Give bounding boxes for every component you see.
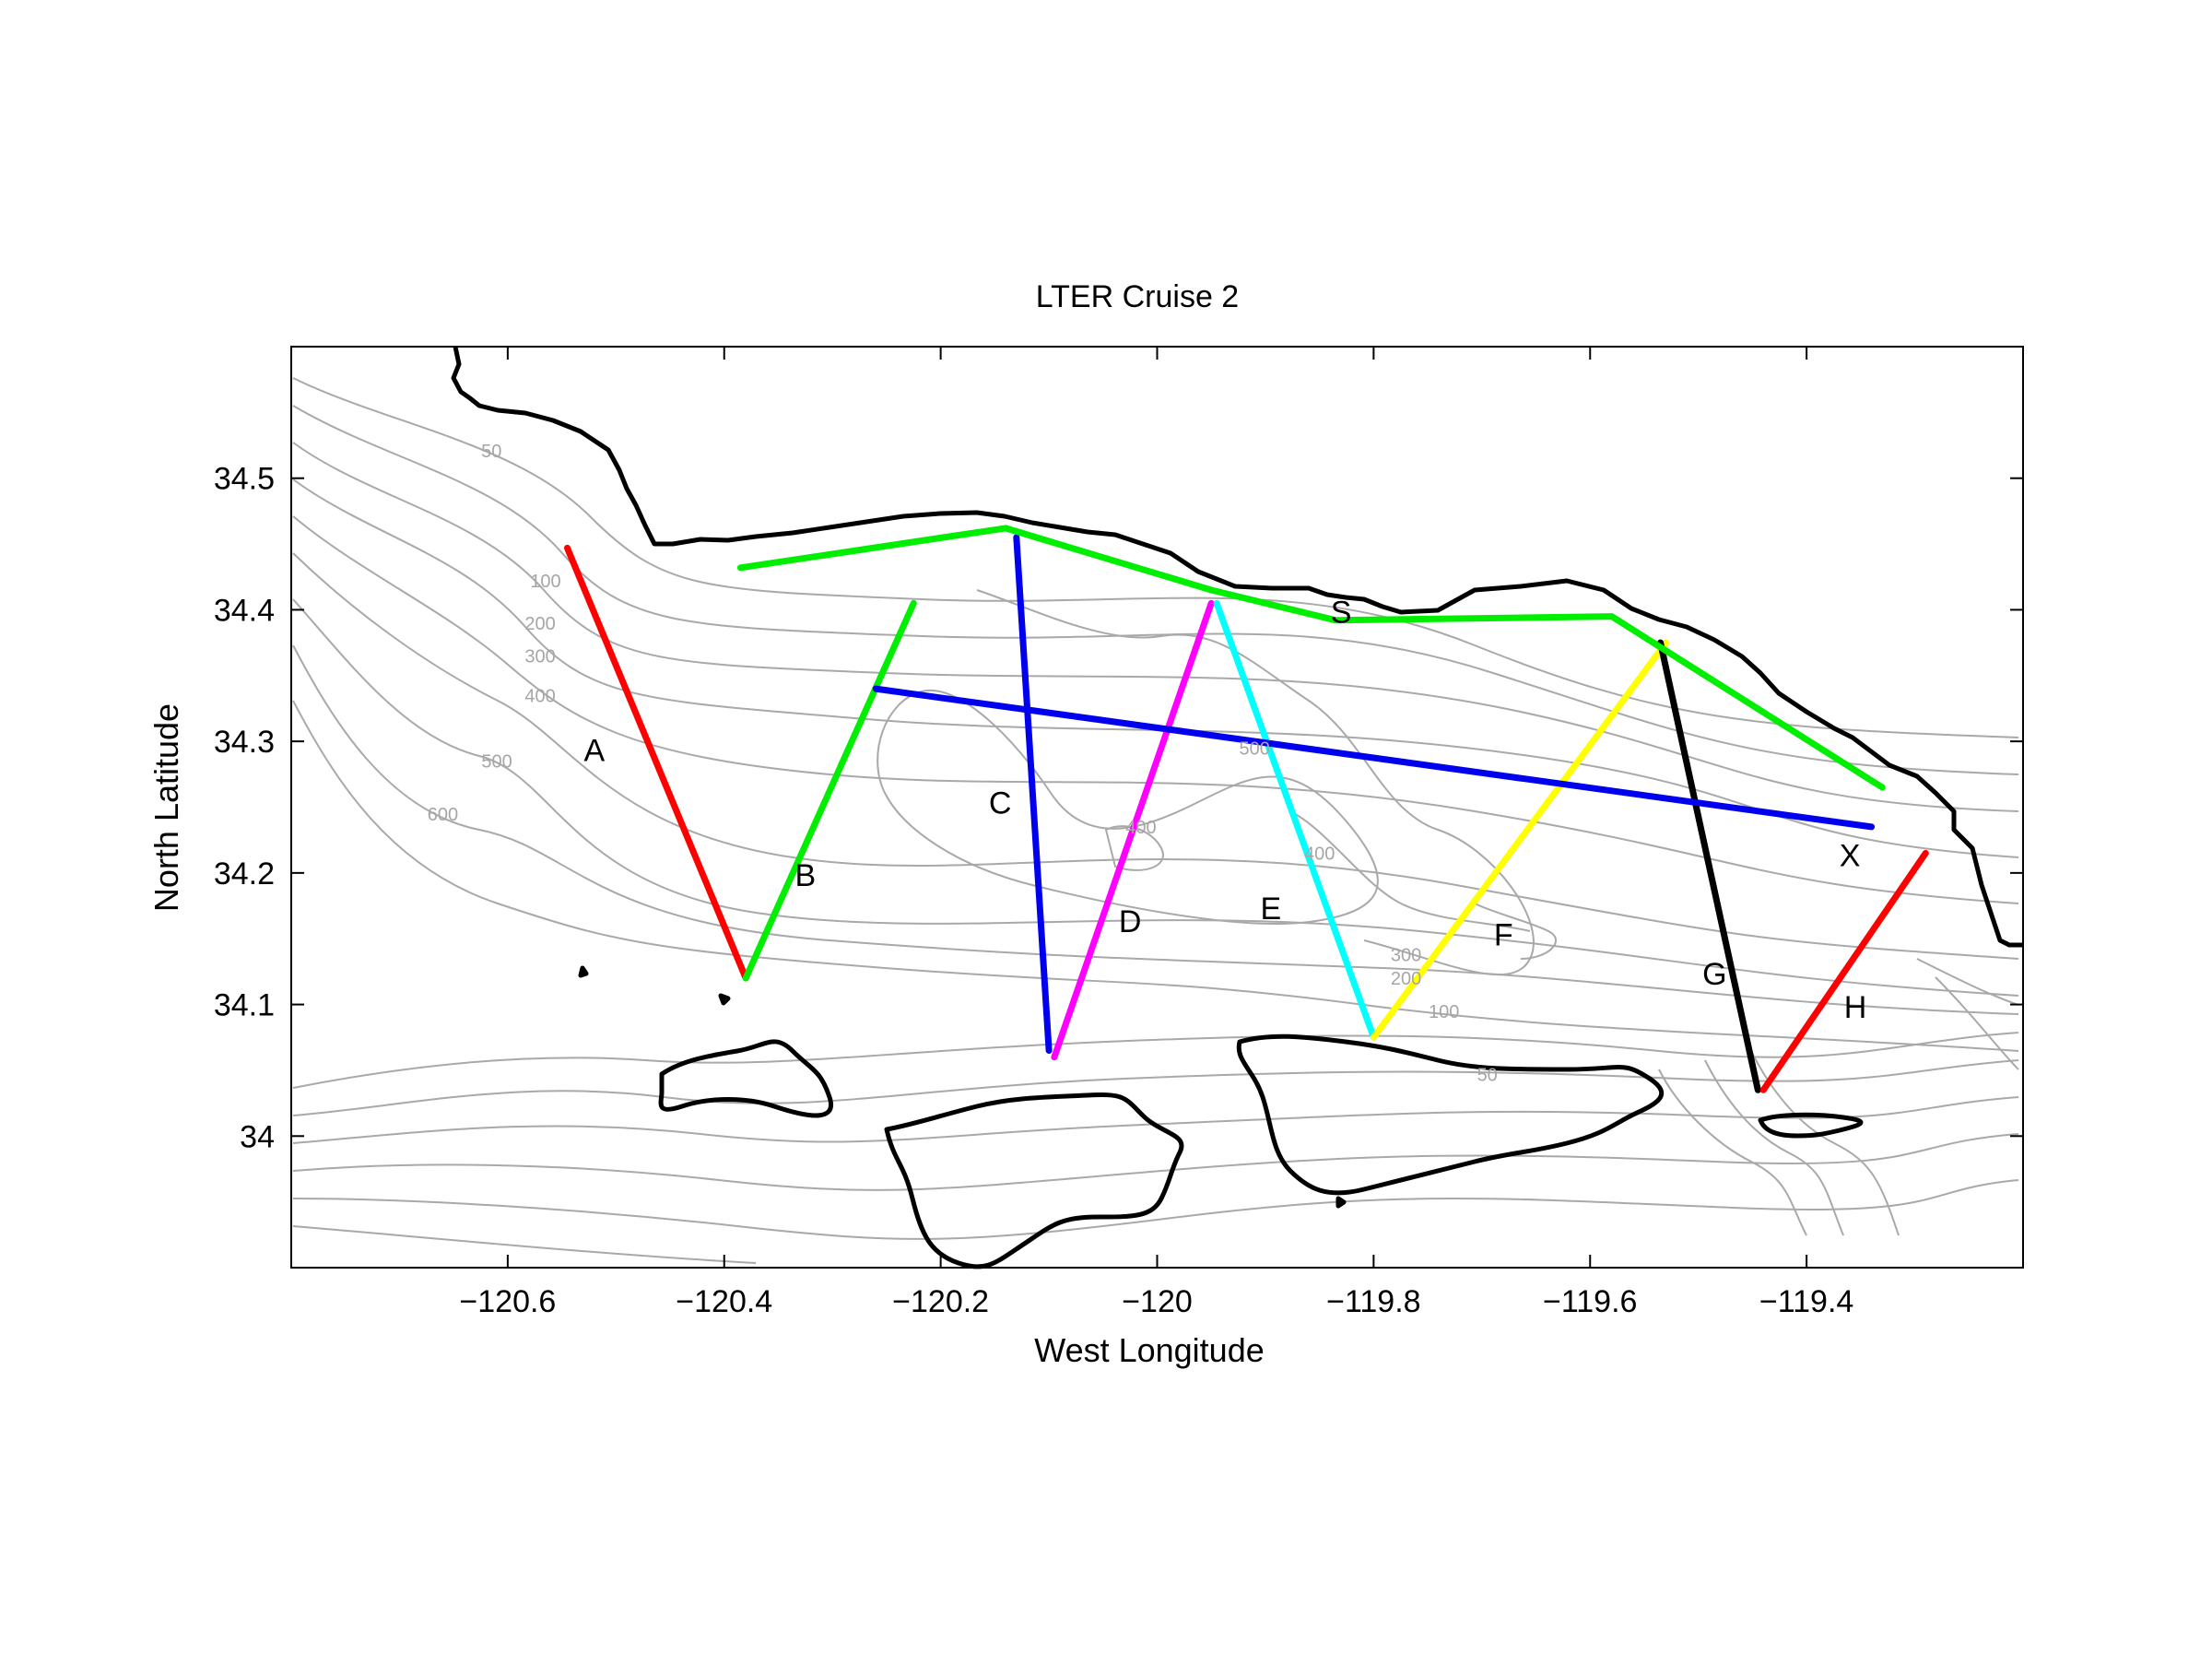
track-label-c: C xyxy=(989,786,1012,821)
y-tick-label: 34.2 xyxy=(214,856,275,892)
contour-line xyxy=(976,589,1535,976)
coastline xyxy=(451,346,2023,948)
contour-label: 100 xyxy=(1429,1002,1459,1022)
x-axis-label: West Longitude xyxy=(1034,1331,1265,1369)
contour-line xyxy=(292,1096,2019,1144)
contour-label: 400 xyxy=(1125,818,1156,838)
x-tick-label: −120.2 xyxy=(892,1284,989,1319)
contour-label: 100 xyxy=(530,572,560,592)
contour-label: 600 xyxy=(428,805,458,825)
contour-label: 500 xyxy=(1240,738,1270,759)
contour-label: 300 xyxy=(524,647,555,667)
bathymetry-contours xyxy=(292,377,2019,1264)
contour-label: 50 xyxy=(481,442,501,462)
contour-label: 200 xyxy=(524,614,555,634)
y-axis-label: North Latitude xyxy=(147,703,185,912)
track-d xyxy=(1051,599,1215,1061)
track-label-g: G xyxy=(1702,957,1726,992)
contour-line xyxy=(292,377,2019,738)
track-x xyxy=(872,685,1876,831)
track-label-x: X xyxy=(1840,839,1861,874)
y-tick-label: 34.4 xyxy=(214,593,275,628)
contour-line xyxy=(292,552,2019,960)
x-tick-label: −119.8 xyxy=(1326,1284,1420,1319)
track-h xyxy=(1759,849,1929,1093)
contour-line xyxy=(877,689,1379,925)
track-label-d: D xyxy=(1119,904,1142,939)
contour-labels: 50 100 200 300 400 500 600 500 400 300 200 100 50 400 xyxy=(428,442,1498,1085)
contour-line xyxy=(292,1032,2019,1089)
contour-line xyxy=(1474,903,1557,960)
coastline xyxy=(578,965,589,978)
track-s xyxy=(736,525,1886,791)
contour-label: 400 xyxy=(524,686,555,706)
contour-line xyxy=(292,478,2019,858)
coastline xyxy=(658,1039,834,1118)
track-label-b: B xyxy=(794,858,816,893)
contour-line xyxy=(1935,976,2019,1070)
y-axis: 34 34.1 34.2 34.3 34.4 34.5 xyxy=(214,462,2023,1154)
x-tick-label: −120 xyxy=(1122,1284,1193,1319)
x-tick-label: −120.4 xyxy=(676,1284,772,1319)
y-tick-label: 34.1 xyxy=(214,988,275,1023)
track-label-e: E xyxy=(1260,892,1281,927)
contour-label: 200 xyxy=(1391,969,1421,989)
track-labels: A B C D E F G H X S xyxy=(583,596,1866,1025)
chart-title: LTER Cruise 2 xyxy=(1036,279,1239,314)
contour-line xyxy=(1916,958,2019,1006)
y-tick-label: 34.5 xyxy=(214,462,275,497)
track-b xyxy=(742,599,917,982)
y-tick-label: 34 xyxy=(240,1119,275,1154)
contour-line xyxy=(1704,1059,1844,1236)
coastline xyxy=(884,1092,1184,1269)
contour-label: 400 xyxy=(1304,844,1335,865)
y-tick-label: 34.3 xyxy=(214,725,275,760)
contour-line xyxy=(292,598,2019,997)
x-tick-label: −120.6 xyxy=(459,1284,556,1319)
contour-line xyxy=(292,1133,2019,1191)
track-a xyxy=(564,544,749,982)
track-label-a: A xyxy=(583,734,605,769)
contour-label: 50 xyxy=(1477,1065,1498,1085)
x-tick-label: −119.4 xyxy=(1759,1284,1853,1319)
contour-label: 500 xyxy=(481,752,512,773)
contour-line xyxy=(292,1225,757,1264)
coastline xyxy=(1236,1033,1665,1196)
track-e xyxy=(1213,599,1377,1041)
contour-line xyxy=(292,442,2019,812)
coastline xyxy=(718,993,731,1006)
coastline-and-islands xyxy=(451,346,2023,1269)
contour-line xyxy=(292,700,2019,1052)
track-label-h: H xyxy=(1844,990,1867,1025)
track-c xyxy=(1013,534,1053,1054)
contour-line xyxy=(1289,810,1531,932)
track-label-s: S xyxy=(1331,596,1352,631)
contour-label: 300 xyxy=(1391,946,1421,966)
track-f xyxy=(1370,639,1669,1041)
cruise-tracks xyxy=(564,525,1929,1093)
coastline xyxy=(1758,1112,1864,1139)
track-g xyxy=(1657,639,1761,1093)
contour-line xyxy=(292,1179,2019,1240)
coastline xyxy=(1335,1196,1347,1209)
track-label-f: F xyxy=(1494,917,1513,952)
x-axis: −120.6 −120.4 −120.2 −120 −119.8 −119.6 −119.4 xyxy=(459,347,1853,1319)
x-tick-label: −119.6 xyxy=(1543,1284,1637,1319)
contour-line xyxy=(292,644,2019,1015)
contour-line xyxy=(292,1059,2019,1116)
contour-line xyxy=(1104,825,1164,871)
contour-line xyxy=(1658,1069,1807,1236)
